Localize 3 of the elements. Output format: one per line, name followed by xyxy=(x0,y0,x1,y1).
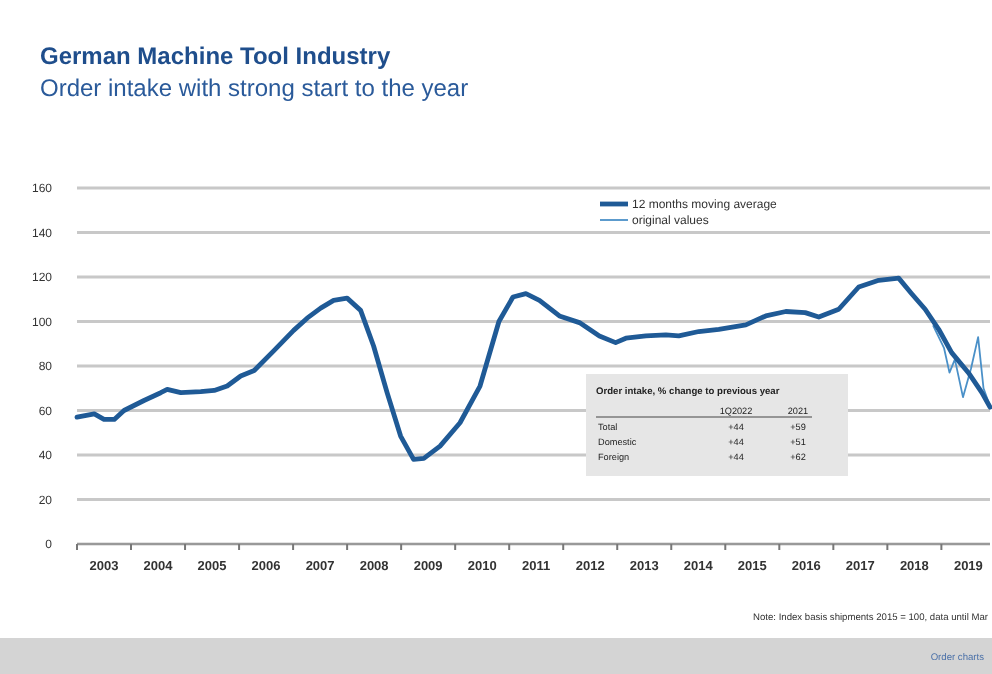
chart-title: German Machine Tool Industry xyxy=(40,42,391,70)
line-series xyxy=(74,275,992,462)
chart-subtitle: Order intake with strong start to the year xyxy=(40,74,469,102)
